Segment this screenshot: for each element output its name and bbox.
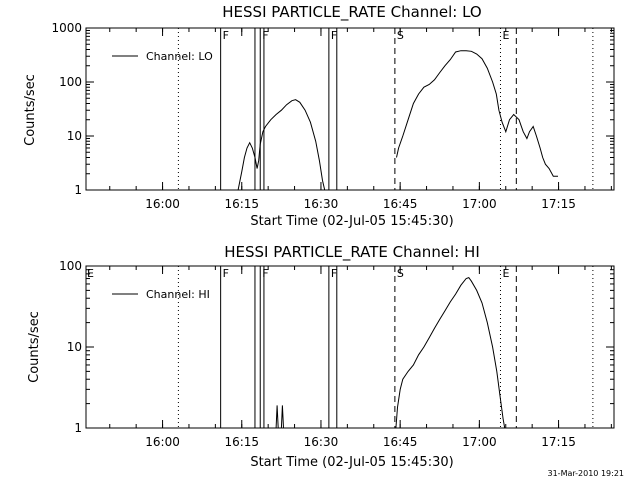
panel-lo: HESSI PARTICLE_RATE Channel: LO 1 10 100 10… <box>23 3 615 229</box>
y-tick-label: 1000 <box>51 21 82 35</box>
x-tick-label: 17:00 <box>462 197 497 211</box>
y-tick-label: 10 <box>67 129 82 143</box>
legend-label: Channel: HI <box>146 288 210 301</box>
x-tick-label: 16:15 <box>224 197 259 211</box>
x-tick-label: 17:15 <box>541 435 576 449</box>
x-tick-label: 16:30 <box>304 435 339 449</box>
plot-area-hi: 1 10 100 16:00 16:15 16:30 16:45 17:00 17:15 F F F S… <box>59 259 615 449</box>
event-flag-label: E <box>502 29 509 42</box>
y-tick-label: 10 <box>67 340 82 354</box>
x-tick-label: 16:00 <box>145 197 180 211</box>
event-flag-label: F <box>262 29 268 42</box>
legend-label: Channel: LO <box>146 50 213 63</box>
y-tick-label: 100 <box>59 259 82 273</box>
chart-title-hi: HESSI PARTICLE_RATE Channel: HI <box>224 243 480 262</box>
series-line <box>280 405 284 429</box>
footer-timestamp: 31-Mar-2010 19:21 <box>548 469 625 478</box>
series-line <box>396 50 558 177</box>
panel-hi: HESSI PARTICLE_RATE Channel: HI 1 10 100 16… <box>27 243 615 470</box>
event-flag-label: F <box>223 29 229 42</box>
y-tick-label: 1 <box>74 421 82 435</box>
plot-frame <box>85 27 615 191</box>
x-tick-label: 17:15 <box>541 197 576 211</box>
x-tick-label: 16:45 <box>383 435 418 449</box>
event-flag-label: F <box>262 267 268 280</box>
event-flag-label: F <box>331 29 337 42</box>
x-tick-label: 16:30 <box>304 197 339 211</box>
edge-flag-label: E <box>87 267 94 280</box>
x-tick-label: 17:00 <box>462 435 497 449</box>
plot-area-lo: 1 10 100 1000 16:00 16:15 16:30 16:45 17:00 17:15… <box>51 21 615 211</box>
y-tick-label: 1 <box>74 183 82 197</box>
x-tick-label: 16:45 <box>383 197 418 211</box>
event-flag-label: E <box>502 267 509 280</box>
event-flag-label: S <box>397 267 404 280</box>
x-axis-label-lo: Start Time (02-Jul-05 15:45:30) <box>250 214 453 229</box>
series-line <box>395 277 506 429</box>
series-line <box>275 405 279 429</box>
x-tick-label: 16:00 <box>145 435 180 449</box>
y-axis-label-lo: Counts/sec <box>23 74 38 146</box>
x-tick-label: 16:15 <box>224 435 259 449</box>
event-flag-label: S <box>397 29 404 42</box>
event-flag-label: F <box>223 267 229 280</box>
event-flag-label: F <box>331 267 337 280</box>
y-tick-label: 100 <box>59 75 82 89</box>
y-axis-label-hi: Counts/sec <box>27 311 42 383</box>
x-axis-label-hi: Start Time (02-Jul-05 15:45:30) <box>250 455 453 470</box>
chart-title-lo: HESSI PARTICLE_RATE Channel: LO <box>222 3 481 22</box>
series-line <box>237 99 326 191</box>
